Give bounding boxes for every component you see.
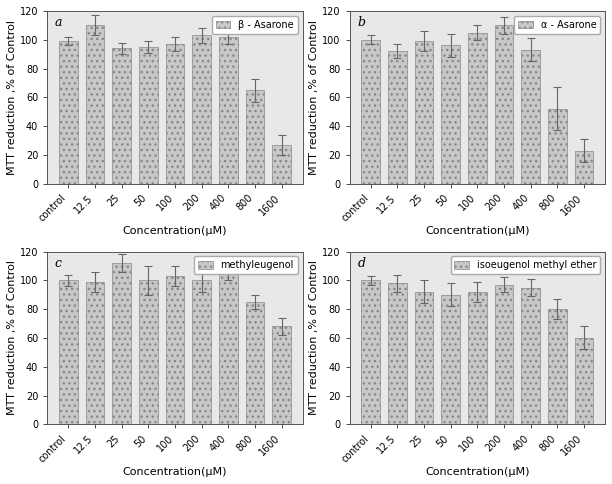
X-axis label: Concentration(μM): Concentration(μM) xyxy=(122,467,227,477)
Text: d: d xyxy=(357,257,365,270)
Bar xyxy=(112,48,131,184)
Legend: isoeugenol methyl ether: isoeugenol methyl ether xyxy=(450,257,600,274)
Bar xyxy=(192,280,211,424)
Bar xyxy=(112,263,131,424)
Bar xyxy=(441,45,460,184)
Bar xyxy=(468,32,487,184)
Bar xyxy=(192,35,211,184)
Bar xyxy=(86,25,104,184)
Bar xyxy=(59,280,78,424)
Y-axis label: MTT reduction ,% of Control: MTT reduction ,% of Control xyxy=(310,260,319,415)
Bar xyxy=(575,338,594,424)
Bar xyxy=(86,282,104,424)
Text: c: c xyxy=(55,257,62,270)
Bar xyxy=(575,151,594,184)
Legend: methyleugenol: methyleugenol xyxy=(194,257,297,274)
Bar xyxy=(59,41,78,184)
Bar xyxy=(272,326,291,424)
Bar xyxy=(521,287,540,424)
Bar xyxy=(166,276,184,424)
Bar xyxy=(361,280,380,424)
X-axis label: Concentration(μM): Concentration(μM) xyxy=(425,227,529,237)
Bar xyxy=(441,295,460,424)
Legend: α - Asarone: α - Asarone xyxy=(514,16,600,33)
Bar xyxy=(468,292,487,424)
X-axis label: Concentration(μM): Concentration(μM) xyxy=(122,227,227,237)
Y-axis label: MTT reduction ,% of Control: MTT reduction ,% of Control xyxy=(7,260,17,415)
Bar xyxy=(415,41,433,184)
Y-axis label: MTT reduction ,% of Control: MTT reduction ,% of Control xyxy=(7,20,17,175)
X-axis label: Concentration(μM): Concentration(μM) xyxy=(425,467,529,477)
Bar xyxy=(521,50,540,184)
Bar xyxy=(139,280,157,424)
Bar xyxy=(388,283,407,424)
Bar xyxy=(361,40,380,184)
Y-axis label: MTT reduction ,% of Control: MTT reduction ,% of Control xyxy=(310,20,319,175)
Bar xyxy=(139,47,157,184)
Bar xyxy=(166,44,184,184)
Bar xyxy=(272,145,291,184)
Text: b: b xyxy=(357,16,365,29)
Bar xyxy=(219,273,237,424)
Bar xyxy=(219,37,237,184)
Bar xyxy=(548,309,567,424)
Bar xyxy=(245,90,264,184)
Bar xyxy=(494,285,513,424)
Legend: β - Asarone: β - Asarone xyxy=(212,16,297,33)
Bar xyxy=(388,51,407,184)
Bar xyxy=(245,302,264,424)
Bar xyxy=(548,109,567,184)
Bar xyxy=(494,25,513,184)
Bar xyxy=(415,292,433,424)
Text: a: a xyxy=(55,16,62,29)
